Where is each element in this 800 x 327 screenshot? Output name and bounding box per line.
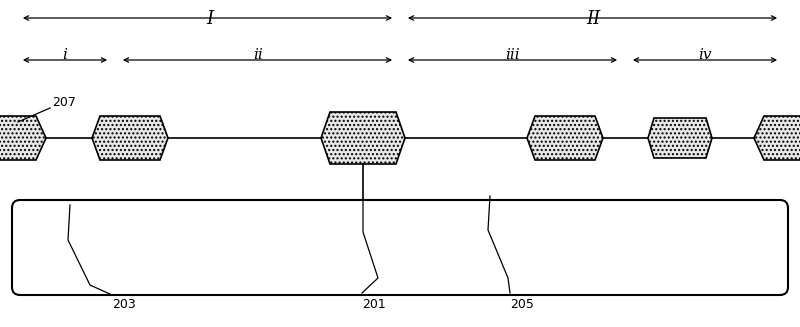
Polygon shape bbox=[0, 116, 46, 160]
Text: II: II bbox=[586, 10, 600, 28]
Text: 205: 205 bbox=[510, 298, 534, 311]
Polygon shape bbox=[321, 112, 405, 164]
Text: ii: ii bbox=[253, 48, 263, 62]
Polygon shape bbox=[527, 116, 603, 160]
Polygon shape bbox=[754, 116, 800, 160]
Text: 201: 201 bbox=[362, 298, 386, 311]
Text: iv: iv bbox=[698, 48, 712, 62]
Polygon shape bbox=[648, 118, 712, 158]
Polygon shape bbox=[92, 116, 168, 160]
Text: I: I bbox=[206, 10, 214, 28]
Text: 207: 207 bbox=[52, 96, 76, 109]
Text: i: i bbox=[62, 48, 67, 62]
Text: iii: iii bbox=[506, 48, 520, 62]
Text: 203: 203 bbox=[112, 298, 136, 311]
FancyBboxPatch shape bbox=[12, 200, 788, 295]
